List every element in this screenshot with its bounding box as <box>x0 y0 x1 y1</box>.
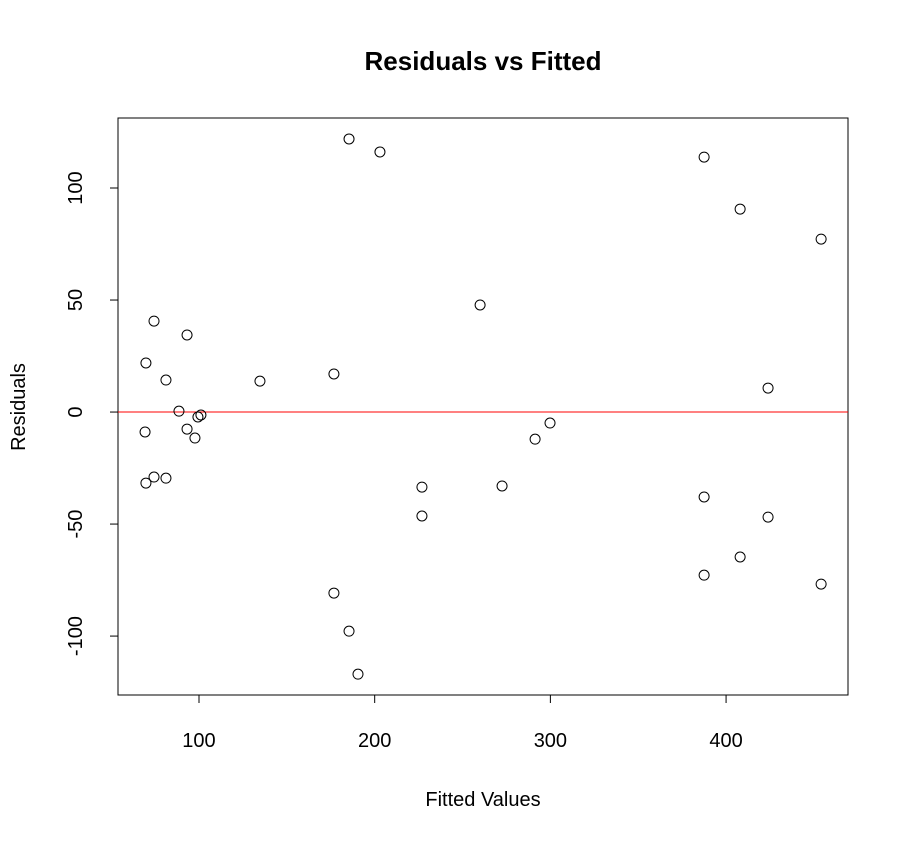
point <box>139 426 151 438</box>
y-tick-label: 100 <box>65 171 87 204</box>
point <box>734 551 746 563</box>
point <box>173 405 185 417</box>
y-tick-label: -100 <box>65 616 87 656</box>
point <box>343 133 355 145</box>
point <box>734 203 746 215</box>
x-tick-label: 300 <box>534 730 567 752</box>
point <box>195 409 207 421</box>
y-tick-label: 0 <box>65 406 87 417</box>
point <box>416 481 428 493</box>
point <box>544 417 556 429</box>
point <box>140 357 152 369</box>
x-tick-label: 100 <box>182 730 215 752</box>
x-axis-label: Fitted Values <box>425 789 540 811</box>
x-tick-label: 200 <box>358 730 391 752</box>
point <box>815 578 827 590</box>
point <box>328 587 340 599</box>
point <box>416 510 428 522</box>
point <box>192 411 204 423</box>
point <box>698 151 710 163</box>
point <box>698 569 710 581</box>
point <box>496 480 508 492</box>
point <box>762 511 774 523</box>
point <box>762 382 774 394</box>
y-tick-label: -50 <box>65 510 87 539</box>
point <box>343 625 355 637</box>
point <box>181 329 193 341</box>
point <box>529 433 541 445</box>
point <box>254 375 266 387</box>
point <box>181 423 193 435</box>
point <box>140 477 152 489</box>
chart-title: Residuals vs Fitted <box>365 46 602 76</box>
y-tick-label: 50 <box>65 289 87 311</box>
point <box>352 668 364 680</box>
y-axis-label: Residuals <box>8 363 30 451</box>
point <box>148 315 160 327</box>
point <box>160 374 172 386</box>
point <box>698 491 710 503</box>
point <box>189 432 201 444</box>
x-tick-label: 400 <box>709 730 742 752</box>
point <box>160 472 172 484</box>
point <box>148 471 160 483</box>
point <box>474 299 486 311</box>
plot-frame <box>117 117 849 696</box>
point <box>815 233 827 245</box>
point <box>374 146 386 158</box>
point <box>328 368 340 380</box>
